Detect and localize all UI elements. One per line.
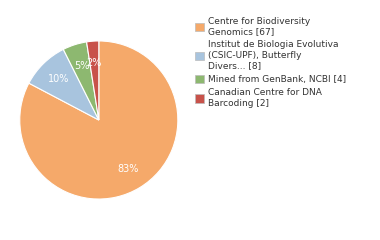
Text: 10%: 10% [48,74,70,84]
Legend: Centre for Biodiversity
Genomics [67], Institut de Biologia Evolutiva
(CSIC-UPF): Centre for Biodiversity Genomics [67], I… [195,17,346,108]
Wedge shape [87,41,99,120]
Text: 83%: 83% [117,164,139,174]
Text: 2%: 2% [87,58,102,68]
Text: 5%: 5% [74,61,89,71]
Wedge shape [20,41,178,199]
Wedge shape [29,49,99,120]
Wedge shape [63,42,99,120]
